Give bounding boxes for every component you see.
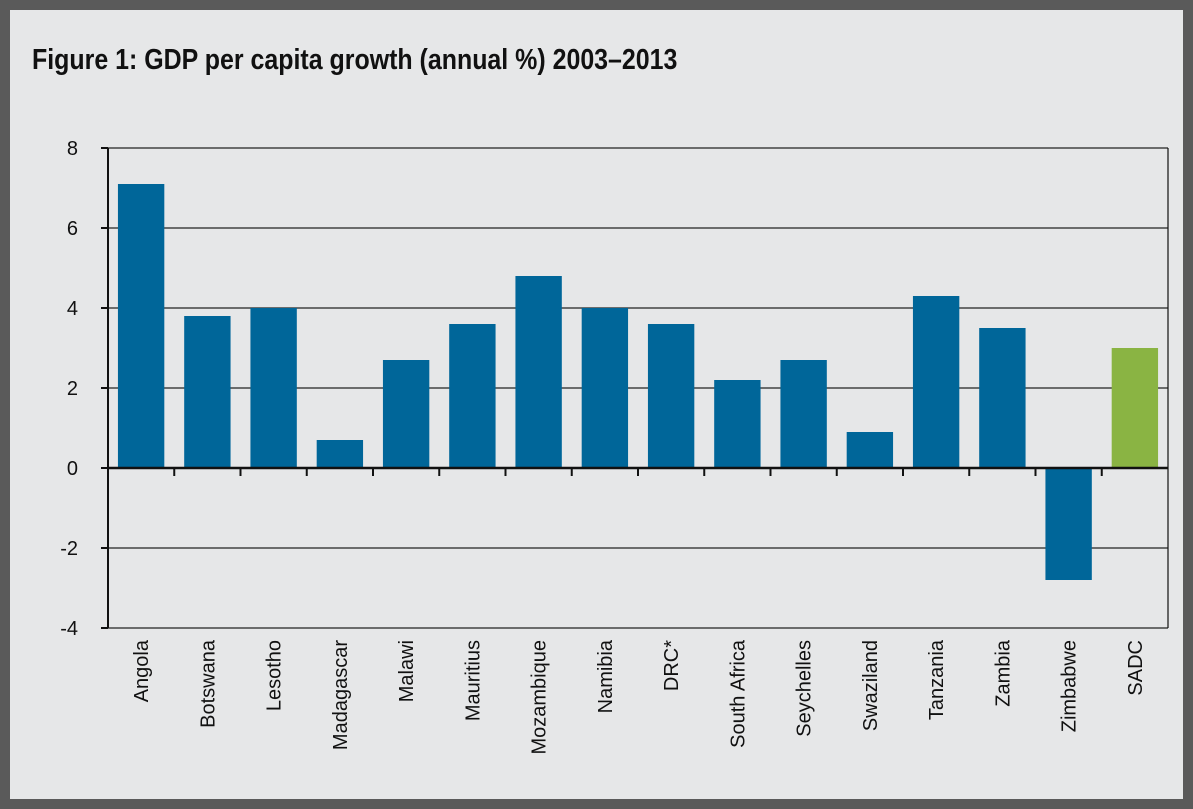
y-tick-label: 6 (67, 218, 78, 240)
y-tick-label: -2 (60, 538, 78, 560)
y-tick-labels: 8 6 4 2 0 -2 -4 (60, 138, 78, 640)
x-tick-label: Malawi (396, 640, 418, 702)
bar (316, 440, 364, 468)
x-tick-label: Mozambique (529, 640, 551, 755)
bar (449, 324, 496, 468)
x-tick-label: Botswana (197, 639, 219, 728)
x-tick-label: Madagascar (330, 640, 352, 750)
bar (979, 328, 1026, 468)
x-tick-label: Zambia (992, 639, 1014, 707)
axes (101, 147, 1169, 629)
x-tick-label: Lesotho (264, 640, 286, 711)
bar (581, 308, 629, 468)
x-tick-label: DRC* (661, 640, 683, 691)
y-tick-label: 8 (67, 138, 78, 160)
bar (1045, 468, 1092, 580)
x-tick-label: Angola (131, 639, 153, 702)
bar (515, 276, 562, 468)
x-tick-label: Mauritius (462, 640, 484, 721)
x-tick-label: Seychelles (794, 640, 816, 737)
x-tick-label: Zimbabwe (1059, 640, 1081, 732)
bar (117, 184, 165, 468)
y-tick-label: 4 (67, 298, 78, 320)
bar (846, 432, 894, 468)
x-tick-labels: Angola Botswana Lesotho Madagascar Malawi Mau… (131, 639, 1147, 754)
x-tick-label: Swaziland (860, 640, 882, 731)
bar (250, 308, 297, 468)
x-tick-label: SADC (1125, 640, 1147, 696)
chart-title: Figure 1: GDP per capita growth (annual … (32, 44, 678, 76)
x-tick-label: South Africa (727, 639, 749, 748)
y-tick-label: 2 (67, 378, 78, 400)
bar (912, 296, 960, 468)
y-tick-label: 0 (67, 458, 78, 480)
bars (117, 184, 1159, 580)
bar (647, 324, 695, 468)
bar (780, 360, 827, 468)
bar (1111, 348, 1159, 468)
x-tick-label: Tanzania (926, 639, 948, 720)
bar (382, 360, 430, 468)
y-tick-label: -4 (60, 618, 78, 640)
x-tick-label: Namibia (595, 639, 617, 713)
bar (184, 316, 231, 468)
bar (714, 380, 761, 468)
